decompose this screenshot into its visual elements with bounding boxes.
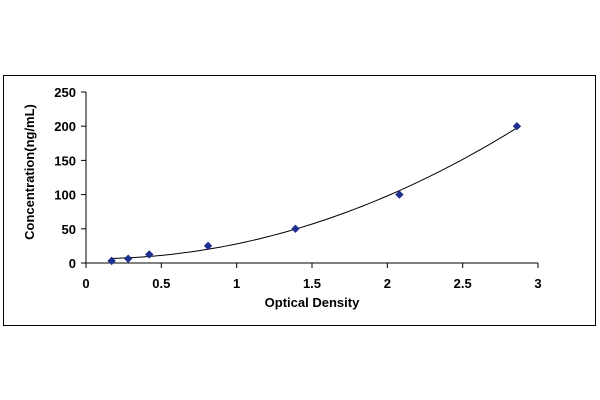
data-point bbox=[123, 254, 133, 263]
y-tick-label: 200 bbox=[54, 119, 76, 134]
data-point bbox=[145, 250, 154, 259]
y-axis-title: Concentration(ng/mL) bbox=[22, 104, 37, 240]
data-points bbox=[107, 121, 522, 266]
data-point bbox=[291, 224, 300, 234]
data-point bbox=[203, 241, 213, 251]
x-axis-title: Optical Density bbox=[265, 295, 360, 310]
trendline bbox=[111, 127, 518, 259]
y-tick-label: 0 bbox=[69, 256, 76, 271]
x-tick-label: 1.5 bbox=[303, 276, 321, 291]
data-point bbox=[107, 256, 116, 266]
y-tick-label: 250 bbox=[54, 85, 76, 100]
x-tick-label: 0 bbox=[82, 276, 89, 291]
x-tick-label: 2.5 bbox=[454, 276, 472, 291]
data-point bbox=[512, 121, 522, 131]
x-ticks: 0 0.5 1 1.5 2 2.5 3 bbox=[82, 263, 542, 291]
x-tick-label: 0.5 bbox=[152, 276, 170, 291]
y-tick-label: 100 bbox=[54, 188, 76, 203]
chart-frame bbox=[3, 75, 596, 326]
y-tick-label: 50 bbox=[62, 222, 76, 237]
y-ticks: 0 50 100 150 200 250 bbox=[54, 85, 86, 271]
x-tick-label: 3 bbox=[534, 276, 541, 291]
x-tick-label: 2 bbox=[384, 276, 391, 291]
data-point bbox=[395, 190, 404, 199]
y-tick-label: 150 bbox=[54, 153, 76, 168]
x-tick-label: 1 bbox=[233, 276, 240, 291]
